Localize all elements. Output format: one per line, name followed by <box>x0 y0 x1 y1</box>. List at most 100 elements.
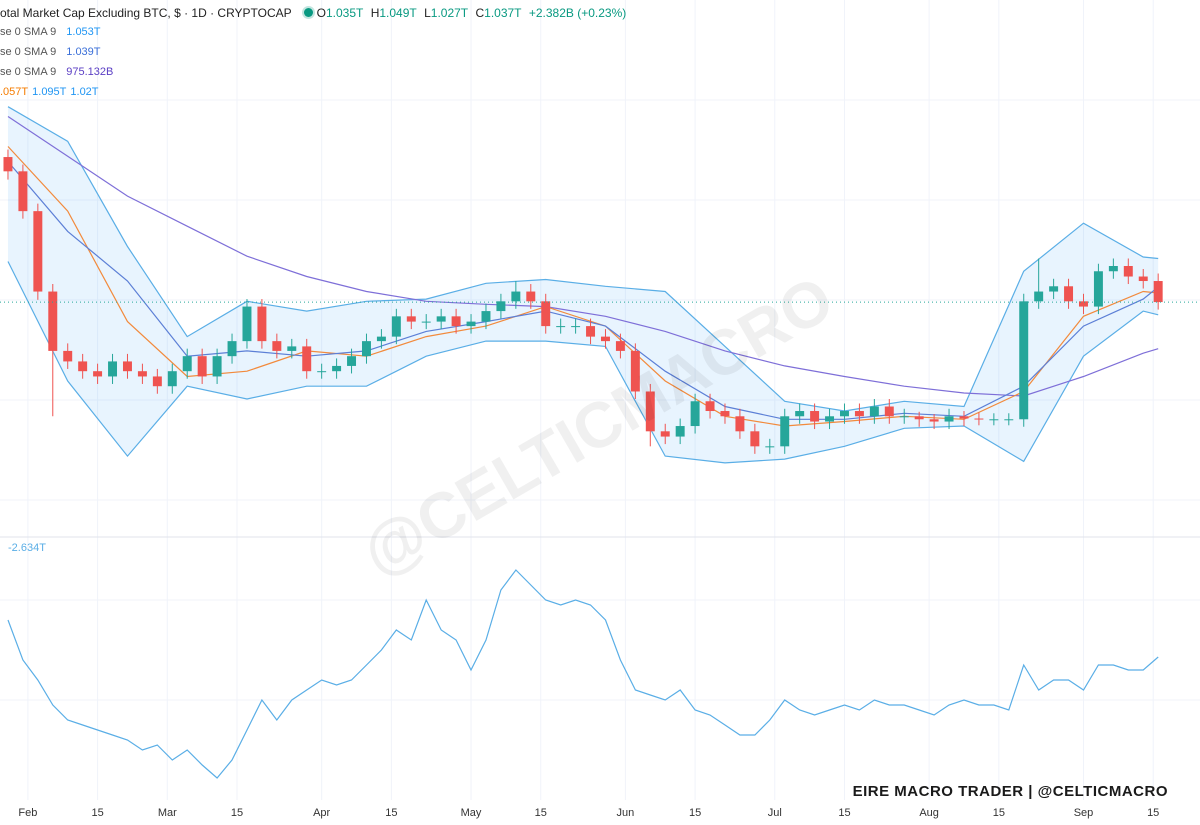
candle-body <box>854 411 864 417</box>
indicator-label: se 0 SMA 9 <box>0 66 57 78</box>
oscillator-line <box>7 569 1159 779</box>
candle-body <box>272 341 282 351</box>
candle-body <box>526 291 536 302</box>
indicator-value: 1.095T <box>32 86 67 98</box>
x-tick-label: May <box>461 807 482 819</box>
candle-body <box>317 371 327 373</box>
x-tick-label: Sep <box>1074 807 1094 819</box>
candle-body <box>197 356 207 377</box>
candle-body <box>571 326 581 328</box>
ohlc-value: 1.035T <box>326 6 364 20</box>
ohlc-key: L <box>424 6 431 20</box>
candle-body <box>302 346 312 372</box>
x-tick-label: 15 <box>993 807 1005 819</box>
x-tick-label: 15 <box>385 807 397 819</box>
ohlc-key: O <box>316 6 326 20</box>
indicator-row: .057T 1.095T 1.02T <box>0 86 103 98</box>
candle-body <box>1153 281 1163 303</box>
candle-body <box>944 416 954 422</box>
candle-body <box>765 446 775 448</box>
ohlc-value: 1.049T <box>379 6 417 20</box>
candle-body <box>840 411 849 417</box>
candle-body <box>795 411 805 417</box>
candle-body <box>750 431 760 447</box>
candle-body <box>735 416 745 432</box>
x-tick-label: 15 <box>231 807 243 819</box>
candle-body <box>720 411 730 417</box>
oscillator-value: -2.634T <box>8 542 46 554</box>
indicator-value: 1.039T <box>66 46 101 58</box>
candle-body <box>899 416 909 418</box>
candle-body <box>869 406 879 417</box>
ohlc-value: 1.037T <box>484 6 522 20</box>
candle-body <box>959 416 969 419</box>
candle-body <box>48 291 58 351</box>
candle-body <box>825 416 835 422</box>
footer: EIRE MACRO TRADER | @CELTICMACRO <box>853 783 1168 800</box>
x-tick-label: Mar <box>158 807 177 819</box>
ohlc-key: C <box>475 6 485 20</box>
band-line <box>7 106 1159 412</box>
candle-body <box>332 365 342 372</box>
candle-body <box>511 291 521 302</box>
candle-body <box>630 350 640 392</box>
candle-body <box>974 418 984 420</box>
candle-body <box>675 426 685 437</box>
indicator-value: .057T <box>0 86 29 98</box>
indicator-label: se 0 SMA 9 <box>0 26 57 38</box>
candle-body <box>347 356 357 366</box>
candle-body <box>78 361 88 372</box>
candle-body <box>780 416 790 447</box>
x-tick-label: 15 <box>91 807 103 819</box>
candle-body <box>451 316 461 327</box>
candle-body <box>1019 301 1029 420</box>
candle-body <box>810 411 820 422</box>
candle-body <box>884 406 894 417</box>
title: otal Market Cap Excluding BTC, $ · 1D · … <box>0 6 292 20</box>
candle-body <box>466 321 476 327</box>
header: otal Market Cap Excluding BTC, $ · 1D · … <box>0 6 630 20</box>
candle-body <box>1108 265 1118 272</box>
candle-body <box>167 371 177 387</box>
candle-body <box>287 346 297 351</box>
candle-body <box>122 361 132 372</box>
candle-body <box>615 341 625 351</box>
indicator-label: se 0 SMA 9 <box>0 46 57 58</box>
change: +2.382B (+0.23%) <box>528 6 627 20</box>
candle-body <box>361 341 371 357</box>
x-tick-label: Apr <box>313 807 330 819</box>
x-tick-label: 15 <box>689 807 701 819</box>
candle-body <box>1138 276 1148 282</box>
candle-body <box>436 316 446 322</box>
ohlc-key: H <box>370 6 380 20</box>
candle-body <box>1079 301 1088 307</box>
candle-body <box>481 311 491 322</box>
candle-body <box>989 419 999 421</box>
candle-body <box>227 341 237 357</box>
candle-body <box>33 211 43 292</box>
candle-body <box>929 419 939 422</box>
candle-body <box>556 326 566 328</box>
candle-body <box>257 306 267 342</box>
ohlc-value: 1.027T <box>430 6 469 20</box>
status-dot <box>303 8 313 17</box>
indicator-value: 1.02T <box>70 86 99 98</box>
candle-body <box>660 431 670 437</box>
x-tick-label: 15 <box>1147 807 1159 819</box>
candle-body <box>93 371 103 377</box>
band-fill <box>7 106 1159 463</box>
x-tick-label: Aug <box>919 807 939 819</box>
candle-body <box>1004 419 1014 421</box>
candle-body <box>1049 286 1059 292</box>
candle-body <box>645 391 655 432</box>
candle-body <box>63 350 73 362</box>
candle-body <box>586 326 596 337</box>
candle-body <box>705 401 715 412</box>
candle-body <box>1123 265 1133 277</box>
candle-body <box>108 361 118 377</box>
indicator-row: se 0 SMA 9 975.132B <box>0 66 117 78</box>
candle-body <box>212 356 222 377</box>
candle-body <box>421 321 431 323</box>
